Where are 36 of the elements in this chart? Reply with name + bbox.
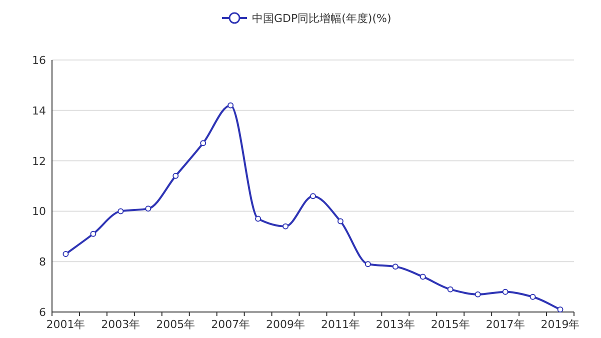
y-tick-label: 10 [32, 205, 46, 218]
y-tick-label: 14 [32, 104, 46, 118]
y-tick-label: 12 [32, 154, 46, 168]
x-tick-label: 2019年 [540, 318, 580, 331]
y-tick-label: 16 [32, 54, 46, 67]
point [310, 193, 316, 200]
x-tick-label: 2011年 [320, 318, 360, 331]
point [228, 102, 234, 108]
x-tick-label: 2013年 [376, 318, 415, 331]
point [530, 294, 536, 300]
x-tick-label: 2009年 [266, 318, 306, 331]
point [502, 288, 508, 295]
x-tick-label: 2005年 [156, 318, 196, 331]
x-tick-label: 2001年 [46, 318, 86, 331]
point [392, 264, 398, 270]
x-tick-label: 2017年 [486, 318, 525, 331]
point [255, 216, 262, 222]
point [420, 274, 426, 280]
legend-label: 中国GDP同比增幅(年度)(%) [252, 12, 392, 25]
point [474, 291, 481, 298]
point [172, 172, 179, 179]
point [337, 218, 344, 224]
y-tick-label: 8 [39, 256, 46, 269]
y-tick-label: 6 [39, 306, 46, 319]
point [90, 230, 96, 237]
point [118, 208, 124, 214]
point [200, 140, 206, 146]
x-tick-label: 2007年 [211, 318, 250, 331]
x-tick-label: 2003年 [101, 318, 140, 331]
point [364, 261, 371, 268]
point [62, 251, 69, 258]
point [145, 206, 152, 212]
point [447, 286, 454, 292]
x-tick-label: 2015年 [430, 318, 470, 331]
point [282, 223, 289, 230]
point [557, 306, 564, 312]
